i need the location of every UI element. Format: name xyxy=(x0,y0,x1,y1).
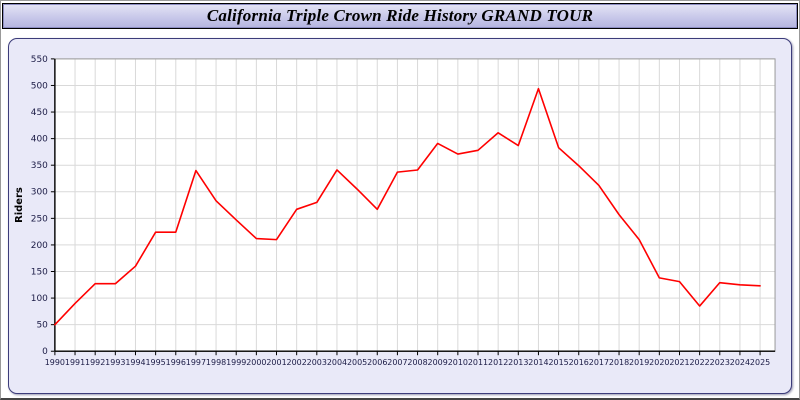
x-tick-label: 1998 xyxy=(206,358,226,367)
x-tick-label: 2022 xyxy=(689,358,709,367)
x-tick-label: 2014 xyxy=(528,358,548,367)
y-axis-label: Riders xyxy=(14,187,25,223)
y-tick-label: 200 xyxy=(31,241,48,251)
y-tick-label: 350 xyxy=(31,161,48,171)
x-tick-label: 2016 xyxy=(569,358,589,367)
x-tick-label: 2024 xyxy=(730,358,750,367)
x-tick-label: 2004 xyxy=(327,358,347,367)
x-tick-label: 1996 xyxy=(166,358,186,367)
chart-panel: 0 50 100 150 200 250 300 350 400 450 500 550 1990 199… xyxy=(8,38,792,394)
x-tick-label: 1990 xyxy=(45,358,65,367)
x-tick-label: 2009 xyxy=(428,358,448,367)
x-tick-label: 2020 xyxy=(649,358,669,367)
x-tick-label: 2007 xyxy=(387,358,407,367)
x-tick-label: 2025 xyxy=(750,358,770,367)
plot-area xyxy=(54,58,776,352)
x-tick-label: 2023 xyxy=(710,358,730,367)
x-tick-label: 2000 xyxy=(246,358,266,367)
x-tick-label: 1995 xyxy=(145,358,165,367)
y-tick-label: 450 xyxy=(31,108,48,118)
y-tick-label: 250 xyxy=(31,214,48,224)
x-tick-label: 2012 xyxy=(488,358,508,367)
x-tick-label: 2021 xyxy=(669,358,689,367)
x-tick-label: 2005 xyxy=(347,358,367,367)
x-tick-label: 2003 xyxy=(307,358,327,367)
page-title: California Triple Crown Ride History GRA… xyxy=(206,6,594,25)
y-tick-label: 400 xyxy=(31,135,48,145)
x-tick-label: 2011 xyxy=(468,358,488,367)
x-tick-label: 2008 xyxy=(407,358,427,367)
x-tick-label: 1993 xyxy=(105,358,125,367)
y-tick-label: 300 xyxy=(31,188,48,198)
x-tick-label: 2018 xyxy=(609,358,629,367)
x-tick-label: 1991 xyxy=(65,358,85,367)
x-tick-label: 1997 xyxy=(186,358,206,367)
x-tick-label: 2002 xyxy=(287,358,307,367)
x-tick-label: 1992 xyxy=(85,358,105,367)
y-tick-label: 500 xyxy=(31,81,48,91)
y-tick-label: 0 xyxy=(42,347,48,357)
x-tick-label: 1994 xyxy=(125,358,145,367)
x-tick-label: 2019 xyxy=(629,358,649,367)
y-tick-label: 150 xyxy=(31,267,48,277)
x-tick-label: 2006 xyxy=(367,358,387,367)
x-tick-label: 2013 xyxy=(508,358,528,367)
x-tick-label: 2015 xyxy=(548,358,568,367)
y-tick-label: 100 xyxy=(31,294,48,304)
y-tick-label: 550 xyxy=(31,55,48,65)
title-bar: California Triple Crown Ride History GRA… xyxy=(2,3,798,29)
x-tick-label: 1999 xyxy=(226,358,246,367)
riders-series-line xyxy=(54,87,761,326)
x-tick-label: 2010 xyxy=(448,358,468,367)
y-tick-label: 50 xyxy=(36,321,48,331)
x-tick-label: 2017 xyxy=(589,358,609,367)
x-tick-label: 2001 xyxy=(266,358,286,367)
